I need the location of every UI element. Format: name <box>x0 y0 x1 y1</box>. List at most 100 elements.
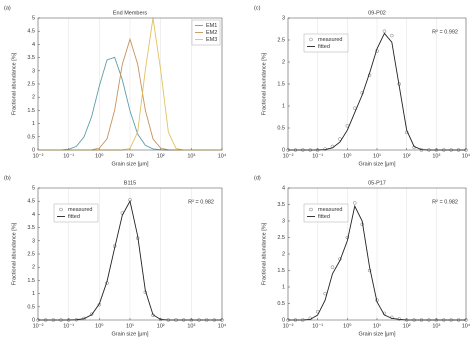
annotation: R² = 0.982 <box>188 199 214 205</box>
legend-marker <box>59 207 63 212</box>
panel-label: (d) <box>254 175 261 181</box>
y-tick-label: 0.5 <box>27 304 35 310</box>
y-tick-label: 4.5 <box>27 199 35 205</box>
legend-label: measured <box>318 207 342 213</box>
y-tick-label: 2.5 <box>277 235 285 241</box>
legend-box <box>53 203 99 223</box>
y-tick-label: 2.5 <box>277 37 285 43</box>
x-tick-label: 10² <box>403 153 411 159</box>
x-tick-label: 10³ <box>432 153 440 159</box>
x-tick-label: 10⁻² <box>33 323 44 329</box>
panel-label: (b) <box>4 175 11 181</box>
y-tick-label: 2 <box>32 265 35 271</box>
y-tick-label: 2.5 <box>27 251 35 257</box>
x-tick-label: 10⁻¹ <box>63 153 74 159</box>
x-tick-label: 10⁰ <box>343 322 352 329</box>
legend-box <box>303 203 349 223</box>
x-tick-label: 10⁴ <box>218 152 227 159</box>
legend-box <box>303 33 349 53</box>
x-axis-label: Grain size [μm] <box>358 161 396 167</box>
y-tick-label: 3.5 <box>27 225 35 231</box>
legend-label: EM3 <box>206 37 217 43</box>
annotation: R² = 0.982 <box>432 199 458 205</box>
y-tick-label: 1 <box>32 291 35 297</box>
y-tick-label: 1.5 <box>27 278 35 284</box>
y-tick-label: 5 <box>32 15 35 21</box>
x-tick-label: 10⁴ <box>462 152 471 159</box>
y-tick-label: 1 <box>282 103 285 109</box>
x-tick-label: 10⁻¹ <box>312 323 323 329</box>
legend-marker <box>309 37 313 42</box>
legend-label: measured <box>68 207 92 213</box>
chart-title: B115 <box>124 180 136 186</box>
x-tick-label: 10¹ <box>373 153 381 159</box>
x-tick-label: 10⁰ <box>343 152 352 159</box>
legend-label: fitted <box>318 44 330 50</box>
data-point <box>353 201 357 205</box>
x-tick-label: 10⁴ <box>218 322 227 329</box>
y-tick-label: 0 <box>282 317 285 323</box>
x-tick-label: 10⁻² <box>283 153 294 159</box>
x-tick-label: 10¹ <box>126 153 134 159</box>
y-tick-label: 1.5 <box>277 81 285 87</box>
x-tick-label: 10⁻² <box>283 323 294 329</box>
x-axis-label: Grain size [μm] <box>111 331 149 337</box>
panel-label: (c) <box>254 5 261 11</box>
x-tick-label: 10² <box>157 153 165 159</box>
chart-title: 09-P02 <box>368 10 386 16</box>
x-tick-label: 10⁰ <box>95 322 104 329</box>
x-tick-label: 10¹ <box>126 323 134 329</box>
y-tick-label: 0 <box>32 317 35 323</box>
data-point <box>390 33 394 38</box>
x-tick-label: 10⁻¹ <box>312 153 323 159</box>
y-tick-label: 0.5 <box>277 125 285 131</box>
y-tick-label: 2.5 <box>27 81 35 87</box>
y-tick-label: 0.5 <box>27 134 35 140</box>
chart-title: End Members <box>113 10 147 16</box>
chart-title: 05-P17 <box>368 180 386 186</box>
axes-frame <box>287 17 467 151</box>
y-tick-label: 2 <box>282 251 285 257</box>
y-tick-label: 3 <box>282 218 285 224</box>
y-tick-label: 2 <box>32 95 35 101</box>
y-tick-label: 1 <box>32 121 35 127</box>
y-tick-label: 0.5 <box>277 301 285 307</box>
y-tick-label: 3 <box>32 238 35 244</box>
legend-marker <box>309 207 313 212</box>
y-axis-label: Fractional abundance [%] <box>11 52 17 115</box>
y-tick-label: 0 <box>282 147 285 153</box>
x-axis-label: Grain size [μm] <box>358 331 396 337</box>
x-tick-label: 10² <box>157 323 165 329</box>
data-point <box>89 312 94 316</box>
x-tick-label: 10⁰ <box>95 152 104 159</box>
x-tick-label: 10⁴ <box>462 322 471 329</box>
y-tick-label: 3 <box>282 15 285 21</box>
x-axis-label: Grain size [μm] <box>111 161 149 167</box>
y-tick-label: 5 <box>32 185 35 191</box>
y-tick-label: 4 <box>32 212 35 218</box>
y-tick-label: 3 <box>32 68 35 74</box>
y-tick-label: 2 <box>282 59 285 65</box>
x-tick-label: 10⁻² <box>33 153 44 159</box>
legend-label: fitted <box>68 214 80 220</box>
axes-frame <box>37 17 223 151</box>
data-point <box>330 265 335 269</box>
y-tick-label: 4 <box>32 42 35 48</box>
x-tick-label: 10³ <box>187 323 195 329</box>
y-tick-label: 1 <box>282 284 285 290</box>
legend-label: EM1 <box>206 23 217 29</box>
y-tick-label: 1.5 <box>27 108 35 114</box>
x-tick-label: 10¹ <box>373 323 381 329</box>
axes-frame <box>287 187 467 321</box>
y-axis-label: Fractional abundance [%] <box>261 222 267 285</box>
y-tick-label: 3.5 <box>27 55 35 61</box>
legend-label: fitted <box>318 214 330 220</box>
x-tick-label: 10³ <box>432 323 440 329</box>
x-tick-label: 10⁻¹ <box>63 323 74 329</box>
legend-label: measured <box>318 37 342 43</box>
y-tick-label: 4.5 <box>27 29 35 35</box>
y-tick-label: 1.5 <box>277 268 285 274</box>
x-tick-label: 10² <box>403 323 411 329</box>
y-axis-label: Fractional abundance [%] <box>261 52 267 115</box>
